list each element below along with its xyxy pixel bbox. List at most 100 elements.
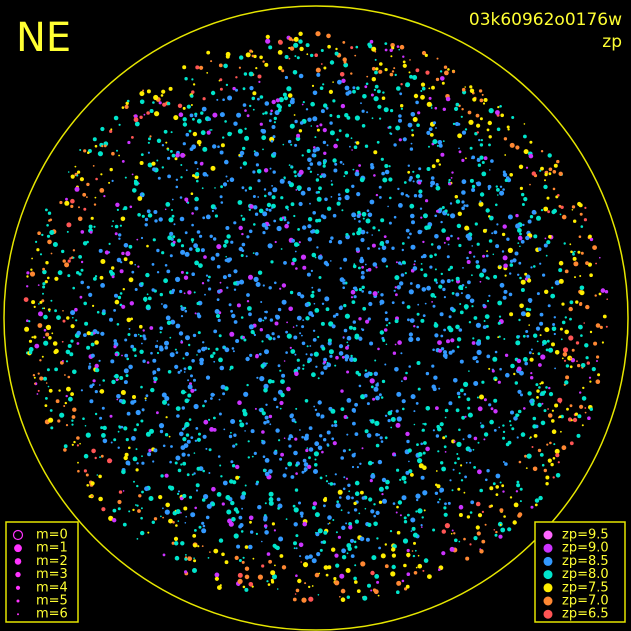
star [76, 330, 81, 336]
star [354, 334, 360, 340]
star [317, 528, 323, 534]
star [166, 269, 171, 274]
star [180, 244, 185, 248]
star [408, 289, 414, 295]
star [475, 322, 481, 328]
star [481, 380, 485, 384]
star [407, 195, 410, 198]
star [479, 549, 484, 554]
star [258, 408, 263, 412]
star [394, 319, 399, 324]
star [475, 340, 482, 346]
star [310, 293, 315, 298]
star [472, 356, 477, 361]
star [377, 104, 382, 109]
star [565, 364, 570, 368]
star [114, 299, 120, 305]
star [292, 326, 295, 328]
star [422, 314, 426, 317]
star [456, 391, 461, 396]
star [256, 376, 259, 379]
star [340, 103, 346, 109]
star [173, 223, 176, 226]
star [194, 206, 199, 211]
star [41, 233, 44, 237]
star [446, 279, 451, 283]
star [317, 445, 323, 451]
star [500, 527, 506, 533]
star [242, 556, 245, 559]
star [225, 226, 230, 230]
star [559, 327, 563, 331]
star [289, 99, 295, 105]
star [343, 279, 346, 282]
star [321, 302, 325, 305]
star [85, 432, 91, 438]
star [479, 272, 485, 278]
star [85, 473, 89, 477]
star [320, 63, 323, 65]
star [272, 574, 277, 580]
star [133, 117, 139, 123]
star [153, 448, 158, 453]
star [152, 370, 157, 375]
star [547, 304, 551, 308]
star [250, 530, 254, 534]
star [239, 55, 244, 60]
star [360, 490, 364, 495]
star [329, 130, 335, 136]
star [216, 298, 220, 301]
star [58, 389, 61, 392]
star [118, 237, 121, 240]
star [311, 585, 314, 587]
star [322, 215, 327, 220]
star [139, 161, 144, 165]
star [259, 95, 264, 99]
star [111, 151, 115, 156]
star [305, 353, 308, 356]
star [299, 121, 304, 125]
star [219, 464, 222, 467]
star [360, 275, 365, 280]
star [353, 263, 356, 266]
star [65, 424, 69, 427]
star [289, 46, 295, 51]
star [495, 203, 498, 207]
star [359, 536, 365, 542]
star [67, 375, 71, 379]
star [123, 206, 128, 211]
star [519, 487, 523, 491]
star [314, 512, 320, 518]
star [589, 407, 593, 411]
star [436, 144, 439, 147]
star [396, 285, 401, 290]
star [352, 86, 356, 90]
star [313, 451, 319, 457]
star [26, 275, 29, 278]
star [55, 399, 60, 404]
star [400, 263, 403, 266]
star [136, 462, 139, 465]
star [187, 384, 193, 390]
star [47, 276, 50, 280]
star [391, 70, 395, 73]
star [391, 547, 396, 552]
star [314, 441, 320, 447]
star [451, 292, 455, 295]
star [45, 208, 48, 212]
star [239, 166, 242, 169]
star [579, 212, 583, 216]
star [196, 354, 198, 356]
star [369, 199, 375, 205]
star [299, 332, 302, 335]
star [332, 314, 337, 318]
star [365, 218, 371, 224]
star [475, 264, 481, 269]
star [561, 214, 567, 220]
star [315, 531, 317, 534]
star [277, 307, 282, 312]
star [382, 498, 387, 504]
star [478, 89, 483, 93]
star [380, 218, 385, 223]
star [329, 60, 335, 65]
